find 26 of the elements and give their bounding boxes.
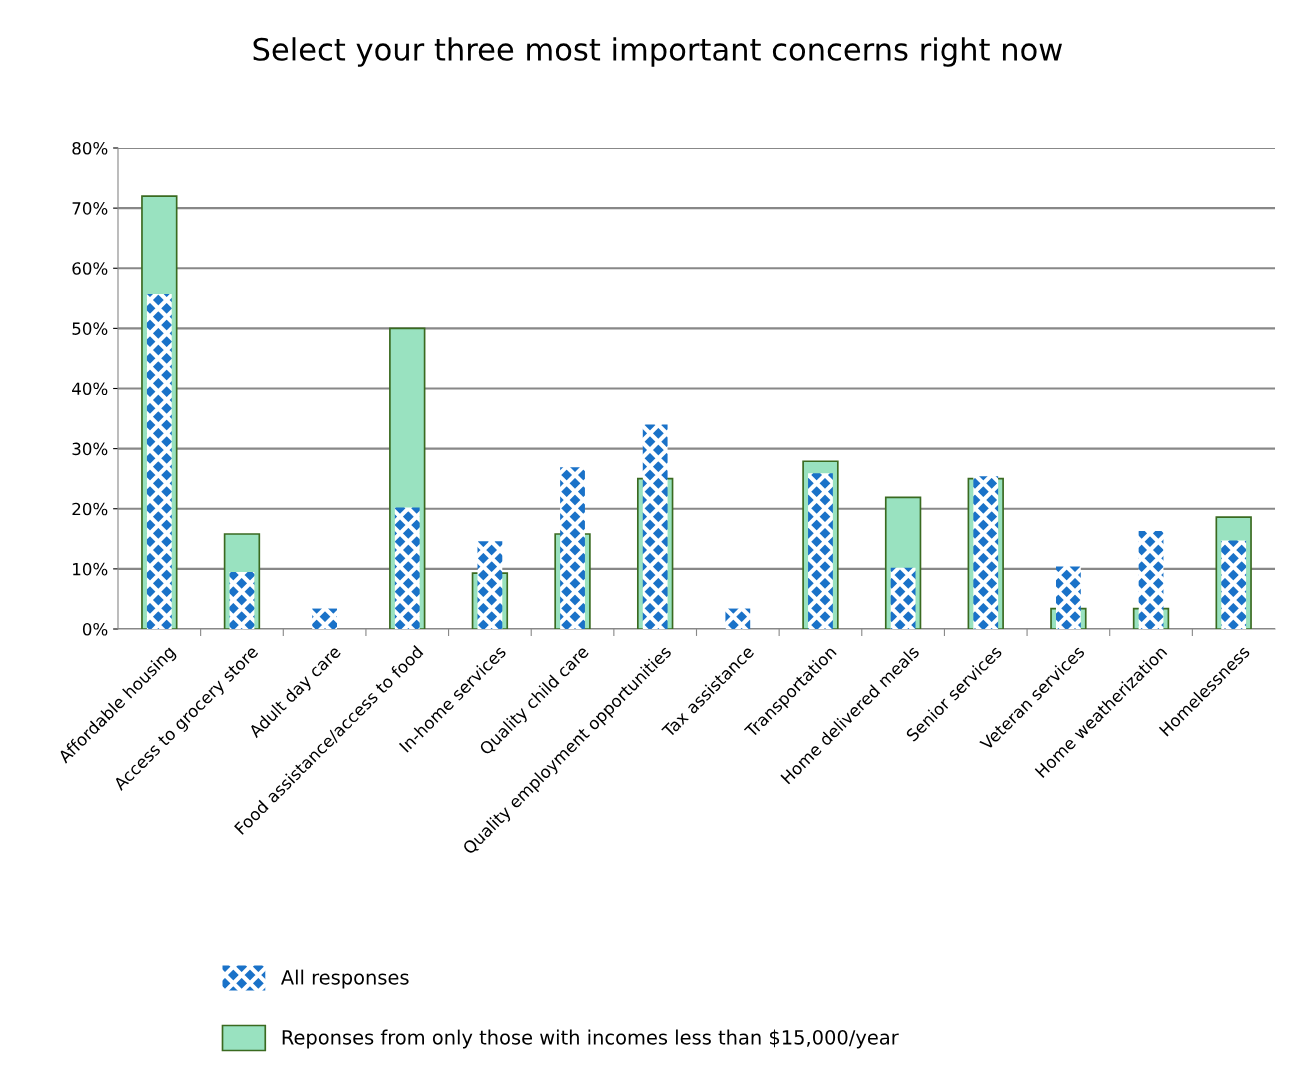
- bar: [973, 476, 999, 629]
- bar: [642, 424, 668, 629]
- bar: [1138, 531, 1164, 629]
- bar: [1221, 540, 1247, 629]
- bar: [808, 473, 833, 629]
- y-tick-label: 10%: [73, 562, 108, 576]
- y-tick-label: 30%: [72, 442, 108, 456]
- y-tick-label: 80%: [72, 141, 108, 155]
- bar: [229, 571, 255, 629]
- bar: [1056, 566, 1081, 629]
- bar: [890, 567, 916, 629]
- y-tick-label: 70%: [72, 202, 108, 215]
- legend-label: Reponses from only those with incomes less than $15,000/year: [282, 1029, 899, 1049]
- bar: [146, 294, 172, 629]
- y-tick-label: 0%: [82, 622, 108, 636]
- bar: [477, 541, 503, 629]
- bar: [725, 608, 751, 629]
- chart-title: Select your three most important concerns right now: [253, 37, 1062, 67]
- legend-label: All responses: [280, 969, 409, 989]
- bar: [394, 507, 420, 629]
- y-tick-label: 60%: [72, 262, 108, 275]
- y-tick-label: 20%: [72, 502, 108, 516]
- bar: [560, 467, 585, 629]
- y-tick-label: 40%: [72, 382, 108, 396]
- y-tick-label: 50%: [72, 322, 108, 335]
- bar: [312, 608, 337, 629]
